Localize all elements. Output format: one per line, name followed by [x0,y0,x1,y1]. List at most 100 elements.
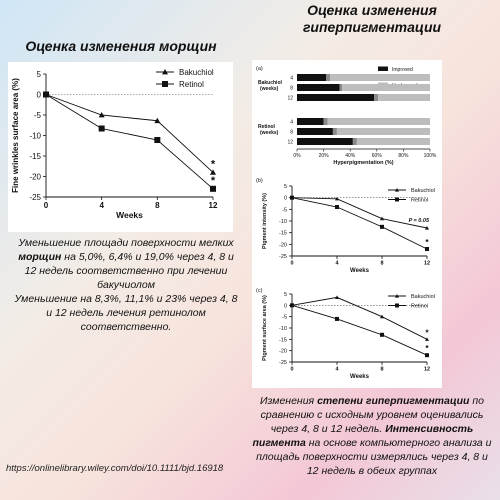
wrinkles-bakuchiol-point [98,112,105,118]
pigment_area-legend-label: Retinol [411,303,428,309]
bar-segment-unchanged [327,118,430,125]
bars-panel-label: (a) [256,66,263,72]
left-caption-p1-pre: Уменьшение площади поверхности мелких [18,237,234,249]
pigment_intensity-ytick-label: -20 [279,242,287,248]
pigment_area-ytick-label: -5 [282,315,287,321]
wrinkles-xtick-label: 4 [99,201,104,210]
pigment_area-bakuchiol-point [335,295,339,299]
pigment_area-ytick-label: -20 [279,349,287,355]
pigment_area-ytick-label: 5 [284,292,287,298]
pigment_intensity-retinol-point [335,205,339,209]
wrinkles-chart-panel: 5 0 -5 -10 -15 -20 -25 0 4 8 12 Weeks Fine wrinkles … [8,62,233,232]
wrinkles-annotation: * [211,158,216,170]
right-caption-mid1: по сравнению с исходным уровнем оценивал… [260,395,485,435]
bar-segment-worsened [323,118,328,125]
wrinkles-ytick-label: -10 [29,131,41,140]
bars-row-label: 12 [287,95,293,101]
pigment_intensity-panel-label: (b) [256,178,263,184]
pigment_intensity-retinol-point [425,247,429,251]
pigment_intensity-legend-marker [395,188,399,192]
right-caption-bold2: Интенсивность пигмента [252,423,474,449]
bar-segment-worsened [374,94,379,101]
bar-segment-unchanged [342,84,430,91]
bar-segment-improved [297,128,333,135]
pigment_intensity-retinol-point [290,195,294,200]
pigment_intensity-ytick-label: -10 [279,219,287,225]
pigment_area-ytick-label: 0 [284,303,287,309]
wrinkles-ytick-label: -25 [29,193,41,202]
pigment_area-annotation: * [425,343,429,353]
wrinkles-series-bakuchiol-line [45,94,214,173]
right-caption-mid2: на основе компьютерного анализа и площад… [256,437,492,477]
pigment_intensity-ytick-label: -5 [282,207,287,213]
bars-legend-swatch-improved [378,66,388,71]
bars-xtick-label: 80% [398,153,409,159]
pigment_area-ytick-label: -25 [279,360,287,366]
bar-segment-unchanged [356,138,430,145]
wrinkles-legend-marker [162,69,168,75]
wrinkles-xtick-label: 8 [155,201,160,210]
hyperpigmentation-bar-chart: (a)ImprovedWorsenedUnchangedBakuchiol(we… [256,66,437,166]
bars-row-label: 4 [290,119,293,125]
wrinkles-ytick-label: -5 [34,111,42,120]
bar-segment-worsened [352,138,357,145]
pigment_intensity-ytick-label: -15 [279,231,287,237]
pigment_area-xtick-label: 0 [290,367,293,373]
pigment_area-legend-marker [395,294,399,298]
bar-segment-improved [297,118,324,125]
pigment_area-xtick-label: 12 [424,367,430,373]
bars-legend-label: Improved [392,67,413,73]
pigment_intensity-legend-label: Retinol [411,197,428,203]
bar-segment-improved [297,74,327,81]
pigment_intensity-xtick-label: 0 [290,261,293,267]
pigment_intensity-xtick-label: 12 [424,261,430,267]
bars-xtick-label: 100% [424,153,437,159]
pigment_area-ylabel: Pigment surface area (%) [262,295,268,361]
pigment_intensity-series-retinol-line [291,197,428,250]
bars-xtick-label: 20% [319,153,330,159]
pigment_area-legend-marker [395,303,399,308]
right-title-line1: Оценка изменения [307,2,437,18]
source-link[interactable]: https://onlinelibrary.wiley.com/doi/10.1… [6,463,224,474]
pigment_area-retinol-point [380,332,384,337]
wrinkles-retinol-point [98,125,105,132]
pigment_area-xtick-label: 4 [335,367,339,373]
pigment_intensity-legend-marker [395,197,399,202]
pigment_area-xlabel: Weeks [350,374,370,380]
bars-xtick-label: 60% [372,153,383,159]
bars-row-label: 4 [290,75,293,81]
bars-xtick-label: 40% [345,153,356,159]
bars-row-label: 12 [287,139,293,145]
wrinkles-series-retinol-line [45,94,214,190]
pigment_area-xtick-label: 8 [380,367,383,373]
right-caption-pre: Изменения [259,395,318,407]
pigment_intensity-ytick-label: 0 [284,196,287,202]
wrinkles-annotation: * [211,175,216,187]
pigment_intensity-ytick-label: 5 [284,184,287,190]
pigment_intensity-xlabel: Weeks [350,268,370,274]
wrinkles-legend-marker [162,81,168,87]
bar-segment-worsened [339,84,343,91]
pigment_area-bakuchiol-point [380,314,384,319]
pigment_area-panel-label: (c) [256,288,263,294]
wrinkles-retinol-point [154,137,161,144]
bars-xlabel: Hyperpigmentation (%) [333,160,393,166]
pigment_area-retinol-point [335,316,339,321]
pigment_area-series-bakuchiol-line [291,296,428,340]
wrinkles-ytick-label: -15 [29,152,41,161]
pigment_area-legend-label: Bakuchiol [411,294,435,300]
wrinkles-retinol-point [210,185,216,192]
left-caption-p1-bold: морщин [18,251,62,263]
pigment_intensity-bakuchiol-point [380,216,384,221]
left-title: Оценка изменения морщин [25,38,217,54]
pigment_intensity-xtick-label: 8 [380,261,383,267]
bars-xtick-label: 0% [293,153,301,159]
bar-segment-improved [297,84,340,91]
pigment_area-series-retinol-line [291,304,428,356]
pigment_intensity-annotation: * [425,237,429,247]
right-caption-bold1: степени гиперпигментации [317,395,470,407]
bars-row-label: 8 [290,129,293,135]
bars-group-label: Retinol [258,124,276,130]
